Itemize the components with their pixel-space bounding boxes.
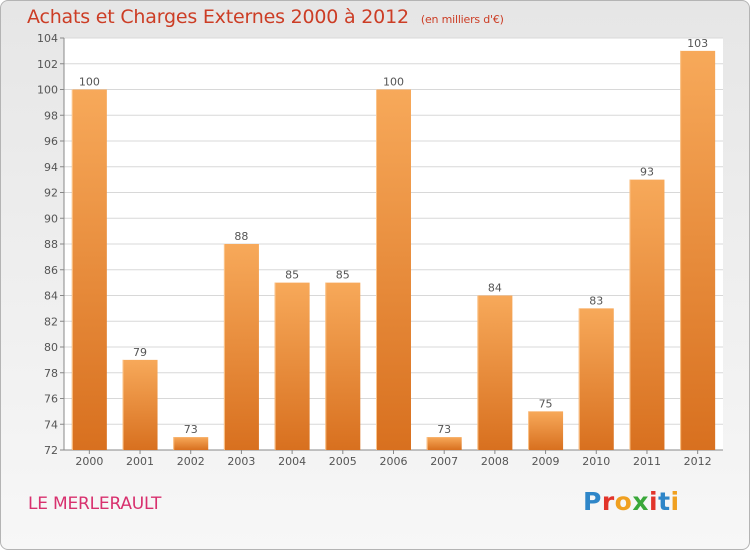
bar-value-label: 83 (589, 294, 603, 307)
bar-value-label: 75 (539, 397, 553, 410)
x-tick-label: 2006 (380, 455, 408, 468)
y-tick-label: 102 (37, 58, 58, 71)
bar (680, 50, 716, 450)
chart-title-text: Achats et Charges Externes 2000 à 2012 (27, 6, 409, 28)
y-tick-label: 90 (44, 212, 58, 225)
bar-value-label: 85 (285, 269, 299, 282)
y-tick-label: 84 (44, 290, 58, 303)
bar-value-label: 93 (640, 166, 654, 179)
logo-letter: r (601, 487, 615, 516)
logo-letter: i (670, 487, 680, 516)
bar (578, 308, 614, 450)
x-tick-label: 2009 (532, 455, 560, 468)
bar-value-label: 88 (234, 230, 248, 243)
logo-letter: i (649, 487, 659, 516)
bar (274, 282, 310, 450)
y-tick-label: 72 (44, 444, 58, 457)
bar (477, 295, 513, 450)
bar (173, 437, 209, 450)
y-tick-label: 100 (37, 84, 58, 97)
y-tick-label: 78 (44, 367, 58, 380)
y-tick-label: 92 (44, 187, 58, 200)
bar-value-label: 73 (184, 423, 198, 436)
logo-letter: x (632, 487, 649, 516)
logo-letter: o (614, 487, 633, 516)
bar-value-label: 79 (133, 346, 147, 359)
bar-value-label: 85 (336, 269, 350, 282)
y-tick-label: 76 (44, 393, 58, 406)
bar-value-label: 84 (488, 282, 502, 295)
logo-letter: P (583, 487, 602, 516)
x-tick-label: 2001 (126, 455, 154, 468)
y-tick-label: 98 (44, 109, 58, 122)
proxiti-logo: Proxiti (583, 487, 680, 516)
y-tick-label: 80 (44, 341, 58, 354)
plot-area: 72 74 76 78 80 82 84 86 88 90 92 94 96 98 100 102 104 100… (37, 32, 723, 468)
x-tick-label: 2002 (177, 455, 205, 468)
bar (71, 89, 107, 450)
y-tick-label: 96 (44, 135, 58, 148)
x-tick-label: 2012 (684, 455, 712, 468)
logo-letter: t (658, 487, 671, 516)
bar (223, 244, 259, 450)
y-tick-label: 88 (44, 238, 58, 251)
y-tick-label: 94 (44, 161, 58, 174)
bar-value-label: 100 (383, 76, 404, 89)
x-tick-label: 2011 (633, 455, 661, 468)
bar (426, 437, 462, 450)
y-tick-label: 86 (44, 264, 58, 277)
bar (629, 179, 665, 450)
bar (325, 282, 361, 450)
bar-value-label: 73 (437, 423, 451, 436)
bar-value-label: 103 (687, 37, 708, 50)
x-tick-label: 2000 (75, 455, 103, 468)
x-tick-label: 2005 (329, 455, 357, 468)
bar (376, 89, 411, 450)
x-tick-label: 2003 (227, 455, 255, 468)
bar (122, 359, 158, 450)
x-tick-label: 2004 (278, 455, 306, 468)
y-tick-label: 74 (44, 418, 58, 431)
x-tick-label: 2010 (582, 455, 610, 468)
y-tick-label: 82 (44, 315, 58, 328)
bar-value-label: 100 (79, 76, 100, 89)
y-tick-label: 104 (37, 32, 58, 45)
x-tick-label: 2008 (481, 455, 509, 468)
chart-unit: (en milliers d'€) (420, 13, 504, 26)
x-tick-label: 2007 (430, 455, 458, 468)
bar (528, 411, 564, 450)
place-name: LE MERLERAULT (28, 494, 162, 514)
chart-title: Achats et Charges Externes 2000 à 2012 (e… (27, 6, 504, 28)
